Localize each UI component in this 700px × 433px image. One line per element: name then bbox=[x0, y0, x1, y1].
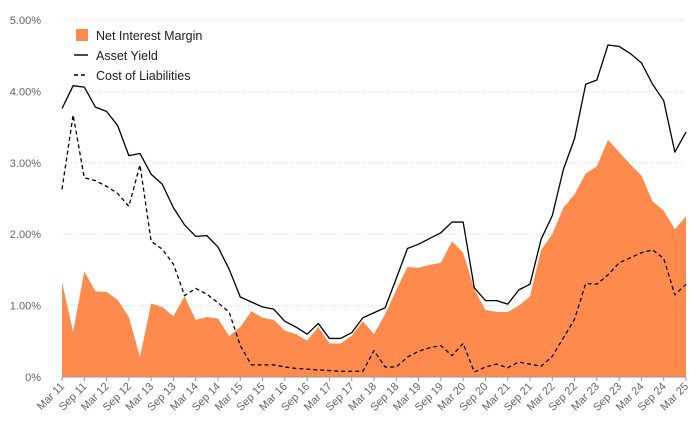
y-tick-label: 1.00% bbox=[10, 301, 41, 313]
legend-label-cost-of-liabilities: Cost of Liabilities bbox=[96, 69, 191, 83]
y-axis-tick-labels: 0% 1.00% 2.00% 3.00% 4.00% 5.00% bbox=[10, 15, 41, 384]
legend: Net Interest Margin Asset Yield Cost of … bbox=[74, 29, 202, 83]
y-tick-label: 2.00% bbox=[10, 229, 41, 241]
series-layer bbox=[61, 44, 687, 377]
x-axis-ticks bbox=[61, 377, 687, 381]
y-tick-label: 5.00% bbox=[10, 15, 41, 27]
y-tick-label: 0% bbox=[25, 372, 41, 384]
legend-swatch-net-interest-margin bbox=[76, 29, 88, 41]
y-tick-label: 3.00% bbox=[10, 158, 41, 170]
series-area-net-interest-margin bbox=[62, 139, 686, 377]
legend-label-asset-yield: Asset Yield bbox=[96, 49, 158, 63]
series-line-asset-yield bbox=[61, 44, 687, 340]
y-tick-label: 4.00% bbox=[10, 86, 41, 98]
series-line-cost-of-liabilities bbox=[61, 114, 687, 373]
legend-label-net-interest-margin: Net Interest Margin bbox=[96, 29, 202, 43]
